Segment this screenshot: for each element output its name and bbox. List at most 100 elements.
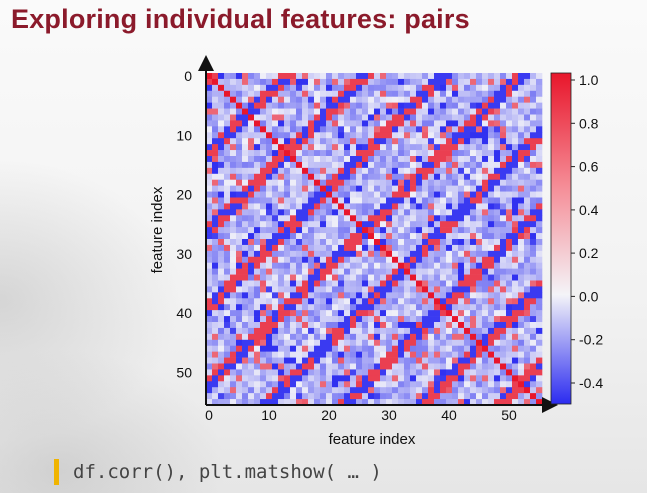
heatmap-cell xyxy=(320,84,327,92)
x-axis-label: feature index xyxy=(329,431,416,448)
heatmap-cell xyxy=(308,90,315,98)
heatmap-cell xyxy=(356,381,363,388)
heatmap-cell xyxy=(248,286,255,293)
heatmap-cell xyxy=(386,244,393,252)
heatmap-cell xyxy=(356,221,363,228)
heatmap-cell xyxy=(440,280,447,287)
heatmap-cell xyxy=(422,150,429,157)
heatmap-cell xyxy=(236,197,243,204)
heatmap-cell xyxy=(464,244,471,252)
heatmap-cell xyxy=(458,73,465,80)
heatmap-cell xyxy=(464,209,471,216)
heatmap-cell xyxy=(302,73,309,80)
heatmap-cell xyxy=(314,286,321,293)
heatmap-cell xyxy=(482,78,489,86)
heatmap-cell xyxy=(224,339,231,347)
heatmap-cell xyxy=(512,310,519,317)
heatmap-cell xyxy=(368,161,375,169)
heatmap-cell xyxy=(482,262,489,269)
heatmap-cell xyxy=(470,274,477,281)
heatmap-cell xyxy=(506,393,513,400)
heatmap-cell xyxy=(320,387,327,394)
heatmap-cell xyxy=(350,156,357,163)
heatmap-cell xyxy=(386,150,393,157)
heatmap-cell xyxy=(332,357,339,364)
heatmap-cell xyxy=(458,114,465,121)
heatmap-cell xyxy=(482,375,489,382)
heatmap-cell xyxy=(398,357,405,364)
heatmap-cell xyxy=(308,239,315,246)
heatmap-cell xyxy=(470,114,477,121)
heatmap-cell xyxy=(314,191,321,198)
heatmap-cell xyxy=(368,399,375,406)
heatmap-cell xyxy=(512,327,519,335)
heatmap-cell xyxy=(356,138,363,145)
heatmap-cell xyxy=(290,316,297,323)
heatmap-cell xyxy=(440,399,447,406)
heatmap-cell xyxy=(404,161,411,169)
heatmap-cell xyxy=(290,144,297,151)
heatmap-cell xyxy=(212,78,219,86)
heatmap-cell xyxy=(254,167,261,175)
heatmap-cell xyxy=(344,339,351,347)
heatmap-cell xyxy=(494,244,501,252)
heatmap-cell xyxy=(488,144,495,151)
heatmap-cell xyxy=(362,138,369,145)
heatmap-cell xyxy=(284,250,291,258)
heatmap-cell xyxy=(302,381,309,388)
heatmap-cell xyxy=(326,322,333,329)
heatmap-cell xyxy=(374,286,381,293)
heatmap-cell xyxy=(278,262,285,269)
heatmap-cell xyxy=(506,78,513,86)
heatmap-cell xyxy=(356,262,363,269)
heatmap-cell xyxy=(416,381,423,388)
heatmap-cell xyxy=(398,351,405,358)
heatmap-cell xyxy=(368,120,375,127)
heatmap-cell xyxy=(272,286,279,293)
heatmap-cell xyxy=(326,369,333,376)
heatmap-cell xyxy=(272,310,279,317)
heatmap-cell xyxy=(500,96,507,103)
heatmap-cell xyxy=(278,197,285,204)
heatmap-cell xyxy=(230,167,237,175)
heatmap-cell xyxy=(440,345,447,352)
heatmap-cell xyxy=(326,161,333,169)
heatmap-cell xyxy=(518,173,525,181)
heatmap-cell xyxy=(212,327,219,335)
heatmap-cell xyxy=(530,173,537,181)
heatmap-cell xyxy=(392,150,399,157)
heatmap-cell xyxy=(404,369,411,376)
heatmap-cell xyxy=(230,221,237,228)
heatmap-cell xyxy=(206,150,213,157)
heatmap-cell xyxy=(416,286,423,293)
heatmap-cell xyxy=(470,179,477,186)
heatmap-cell xyxy=(368,274,375,281)
heatmap-cell xyxy=(296,78,303,86)
heatmap-cell xyxy=(308,126,315,133)
heatmap-cell xyxy=(320,209,327,216)
heatmap-cell xyxy=(278,227,285,234)
heatmap-cell xyxy=(350,250,357,258)
heatmap-cell xyxy=(536,316,543,323)
heatmap-cell xyxy=(452,393,459,400)
heatmap-cell xyxy=(350,209,357,216)
heatmap-cell xyxy=(464,185,471,192)
heatmap-cell xyxy=(314,90,321,98)
heatmap-cell xyxy=(272,185,279,192)
y-tick-label: 40 xyxy=(176,305,192,321)
heatmap-cell xyxy=(320,256,327,264)
heatmap-cell xyxy=(392,209,399,216)
heatmap-cell xyxy=(224,399,231,406)
heatmap-cell xyxy=(452,268,459,275)
heatmap-cell xyxy=(236,274,243,281)
heatmap-cell xyxy=(416,375,423,382)
heatmap-cell xyxy=(488,156,495,163)
heatmap-cell xyxy=(332,108,339,115)
heatmap-cell xyxy=(218,304,225,311)
heatmap-cell xyxy=(308,102,315,109)
heatmap-cell xyxy=(494,156,501,163)
heatmap-cell xyxy=(524,239,531,246)
heatmap-cell xyxy=(512,304,519,311)
heatmap-cell xyxy=(530,292,537,299)
heatmap-cell xyxy=(308,339,315,347)
